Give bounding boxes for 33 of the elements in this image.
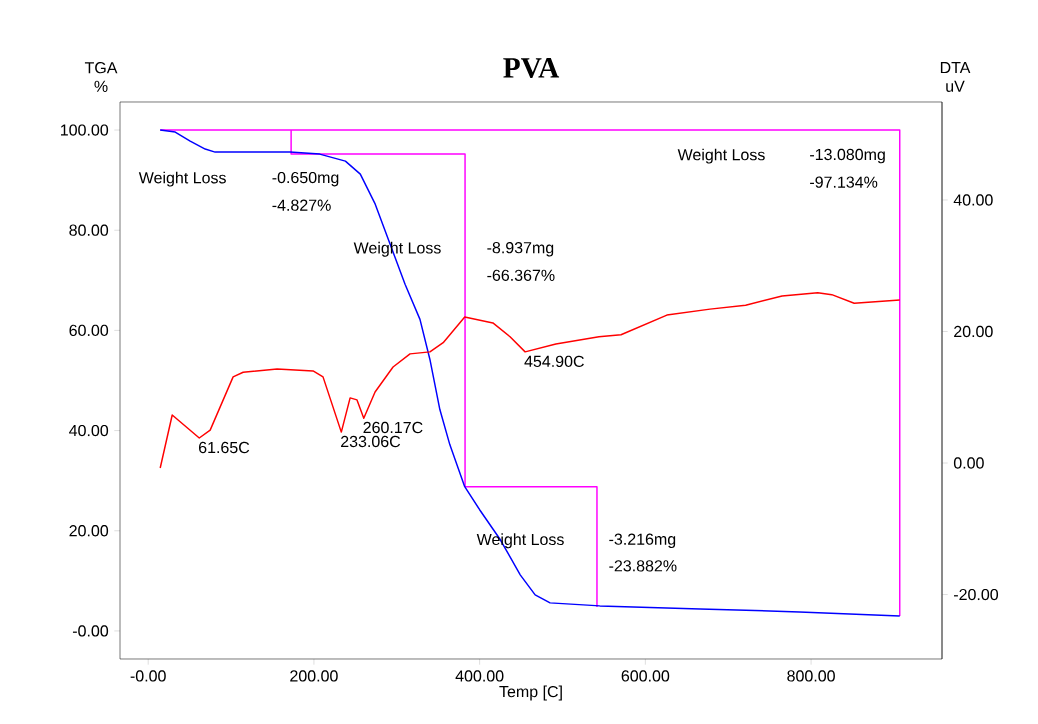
annotation: 61.65C	[199, 441, 250, 454]
x-tick-label: 400.00	[455, 670, 504, 682]
annotation: Weight Loss	[138, 171, 226, 187]
annotation: -0.650mg	[272, 171, 339, 187]
y-tick-label: -0.00	[72, 625, 109, 637]
y2-tick-label: 0.00	[953, 457, 984, 469]
y-tick-label: 40.00	[69, 424, 109, 437]
y-tick-label: 20.00	[69, 525, 109, 537]
annotation: 260.17C	[363, 421, 423, 434]
annotation: -4.827%	[272, 199, 331, 211]
x-axis-title: Temp [C]	[499, 685, 562, 701]
y2-tick-label: 40.00	[953, 194, 993, 206]
y-tick-label: 80.00	[69, 224, 109, 236]
x-tick-label: 200.00	[290, 670, 338, 682]
y-tick-label: 100.00	[61, 124, 109, 136]
x-tick-label: 800.00	[787, 670, 835, 682]
y2-tick-label: 20.00	[954, 325, 993, 338]
annotation: -8.937mg	[487, 242, 554, 257]
chart-title: PVA	[503, 58, 560, 78]
annotation: Weight Loss	[677, 148, 765, 164]
annotation: 233.06C	[341, 435, 401, 448]
x-tick-label: 600.00	[621, 670, 670, 682]
annotation: -23.882%	[609, 560, 677, 572]
annotation: -97.134%	[810, 176, 878, 188]
y2-tick-label: -20.00	[954, 588, 999, 601]
annotation: -13.080mg	[810, 148, 885, 164]
annotation: 454.90C	[524, 355, 584, 368]
y-axis-title: TGA %	[84, 62, 118, 92]
annotation: -3.216mg	[609, 533, 676, 549]
x-tick-label: -0.00	[130, 670, 166, 682]
y2-axis-title: DTA uV	[940, 62, 971, 92]
y-tick-label: 60.00	[69, 324, 109, 337]
annotation: -66.367%	[487, 269, 555, 281]
